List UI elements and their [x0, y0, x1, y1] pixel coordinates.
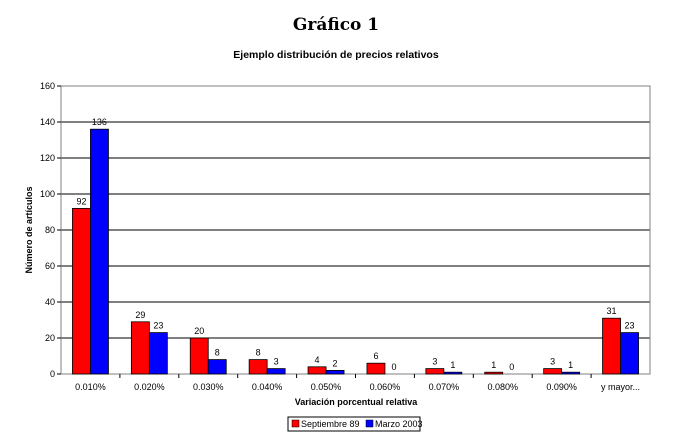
legend-swatch-marzo-2003: [365, 419, 374, 428]
x-tick-label: 0.010%: [75, 382, 106, 392]
data-label-marzo-2003-0-060: 0: [391, 362, 396, 372]
legend: Septiembre 89 Marzo 2003: [287, 416, 423, 432]
bar-septiembre-89-0-030: [189, 337, 209, 375]
data-label-marzo-2003-0-020: 23: [153, 321, 163, 331]
legend-box: [287, 416, 421, 432]
chart-heading: Gráfico 1: [293, 15, 379, 35]
bar-marzo-2003-0-010: [90, 128, 109, 375]
gridlines: [61, 85, 650, 339]
bar-septiembre-89-0-080: [484, 371, 504, 375]
data-label-septiembre-89-0-030: 20: [194, 326, 204, 336]
x-tick-label: y mayor...: [601, 382, 640, 392]
data-label-marzo-2003-0-050: 2: [333, 358, 338, 368]
bar-septiembre-89-0-070: [425, 368, 445, 375]
y-tick-label: 80: [45, 225, 55, 235]
bar-septiembre-89-0-040: [248, 359, 268, 375]
legend-label-septiembre-89: Septiembre 89: [301, 419, 360, 429]
x-tick-label: 0.070%: [429, 382, 460, 392]
data-label-marzo-2003-0-010: 136: [92, 117, 107, 127]
data-label-septiembre-89-0-080: 1: [491, 360, 496, 370]
data-label-septiembre-89-0-060: 6: [373, 351, 378, 361]
bar-marzo-2003-0-020: [148, 332, 168, 375]
x-tick-label: 0.020%: [134, 382, 165, 392]
y-tick-label: 100: [40, 189, 55, 199]
data-label-septiembre-89-0-090: 3: [550, 357, 555, 367]
y-tick-label: 20: [45, 333, 55, 343]
data-label-marzo-2003-0-080: 0: [509, 362, 514, 372]
bar-septiembre-89-0-090: [543, 368, 563, 375]
legend-label-marzo-2003: Marzo 2003: [375, 419, 423, 429]
data-label-marzo-2003-0-030: 8: [215, 348, 220, 358]
bar-marzo-2003-0-050: [325, 369, 345, 375]
x-tick-label: 0.050%: [311, 382, 342, 392]
bar-marzo-2003-0-030: [207, 359, 227, 375]
y-tick-label: 120: [40, 153, 55, 163]
y-axis-title: Número de artículos: [24, 186, 34, 273]
data-label-marzo-2003-y-mayor: 23: [625, 321, 635, 331]
legend-swatch-septiembre-89: [291, 419, 300, 428]
bar-septiembre-89-0-050: [307, 366, 327, 375]
data-label-septiembre-89-y-mayor: 31: [607, 306, 617, 316]
bar-septiembre-89-0-010: [72, 207, 91, 375]
x-tick-label: 0.030%: [193, 382, 224, 392]
y-tick-label: 40: [45, 297, 55, 307]
bar-septiembre-89-y-mayor: [602, 317, 621, 375]
x-axis-ticks: 0.010% 0.020% 0.030% 0.040% 0.050% 0.060% 0.07…: [75, 374, 640, 392]
x-axis-title: Variación porcentual relativa: [295, 397, 419, 407]
bar-septiembre-89-0-020: [130, 321, 150, 375]
y-tick-label: 140: [40, 117, 55, 127]
bar-marzo-2003-y-mayor: [620, 332, 639, 375]
y-axis-ticks: 0 20 40 60 80 100 120 140 160: [40, 81, 61, 379]
y-tick-label: 60: [45, 261, 55, 271]
x-tick-label: 0.060%: [370, 382, 401, 392]
x-tick-label: 0.080%: [487, 382, 518, 392]
data-label-marzo-2003-0-040: 3: [274, 357, 279, 367]
bar-marzo-2003-0-040: [266, 368, 286, 375]
data-label-septiembre-89-0-020: 29: [135, 310, 145, 320]
y-tick-label: 0: [50, 369, 55, 379]
data-label-septiembre-89-0-010: 92: [76, 196, 86, 206]
x-tick-label: 0.040%: [252, 382, 283, 392]
data-label-septiembre-89-0-070: 3: [432, 357, 437, 367]
y-tick-label: 160: [40, 81, 55, 91]
data-label-marzo-2003-0-090: 1: [568, 360, 573, 370]
data-label-septiembre-89-0-050: 4: [315, 355, 320, 365]
bar-marzo-2003-0-070: [443, 371, 463, 375]
bar-marzo-2003-0-090: [561, 371, 581, 375]
chart-title: Ejemplo distribución de precios relativo…: [233, 49, 439, 61]
data-label-septiembre-89-0-040: 8: [256, 348, 261, 358]
bar-septiembre-89-0-060: [366, 362, 386, 375]
data-label-marzo-2003-0-070: 1: [450, 360, 455, 370]
bars: [72, 128, 639, 375]
x-tick-label: 0.090%: [546, 382, 577, 392]
